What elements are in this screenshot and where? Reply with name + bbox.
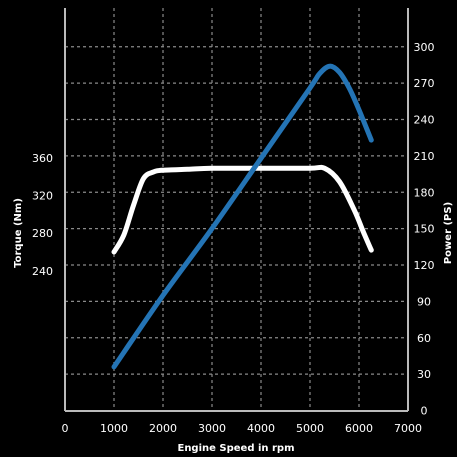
y-right-tick-label: 0: [421, 405, 428, 418]
y-right-tick-label: 90: [417, 295, 431, 308]
y-right-axis-label: Power (PS): [443, 202, 454, 264]
y-right-tick-label: 240: [414, 114, 435, 127]
axes: [64, 8, 409, 412]
y-left-tick-label: 360: [32, 152, 53, 165]
x-tick-label: 3000: [198, 422, 226, 435]
y-right-tick-label: 180: [414, 186, 435, 199]
x-axis-label: Engine Speed in rpm: [177, 443, 294, 454]
y-right-tick-label: 30: [417, 368, 431, 381]
x-tick-label: 5000: [296, 422, 324, 435]
y-right-tick-label: 300: [414, 41, 435, 54]
x-tick-label: 4000: [247, 422, 275, 435]
x-tick-label: 7000: [394, 422, 422, 435]
y-right-tick-label: 210: [414, 150, 435, 163]
y-left-axis-label: Torque (Nm): [13, 198, 24, 268]
x-tick-label: 1000: [100, 422, 128, 435]
y-right-tick-label: 270: [414, 77, 435, 90]
x-tick-label: 2000: [149, 422, 177, 435]
series-layer: [111, 63, 374, 370]
grid: [65, 8, 408, 411]
y-right-tick-label: 120: [414, 259, 435, 272]
x-tick-label: 0: [62, 422, 69, 435]
y-left-tick-label: 320: [32, 190, 53, 203]
y-right-tick-label: 60: [417, 332, 431, 345]
y-left-tick-label: 240: [32, 265, 53, 278]
tick-labels: 0 1000 2000 3000 4000 5000 6000 700024028032036…: [32, 41, 435, 435]
y-left-tick-label: 280: [32, 227, 53, 240]
torque-series-line: [111, 164, 374, 255]
x-tick-label: 6000: [345, 422, 373, 435]
power-series-line: [111, 63, 374, 370]
y-right-tick-label: 150: [414, 223, 435, 236]
